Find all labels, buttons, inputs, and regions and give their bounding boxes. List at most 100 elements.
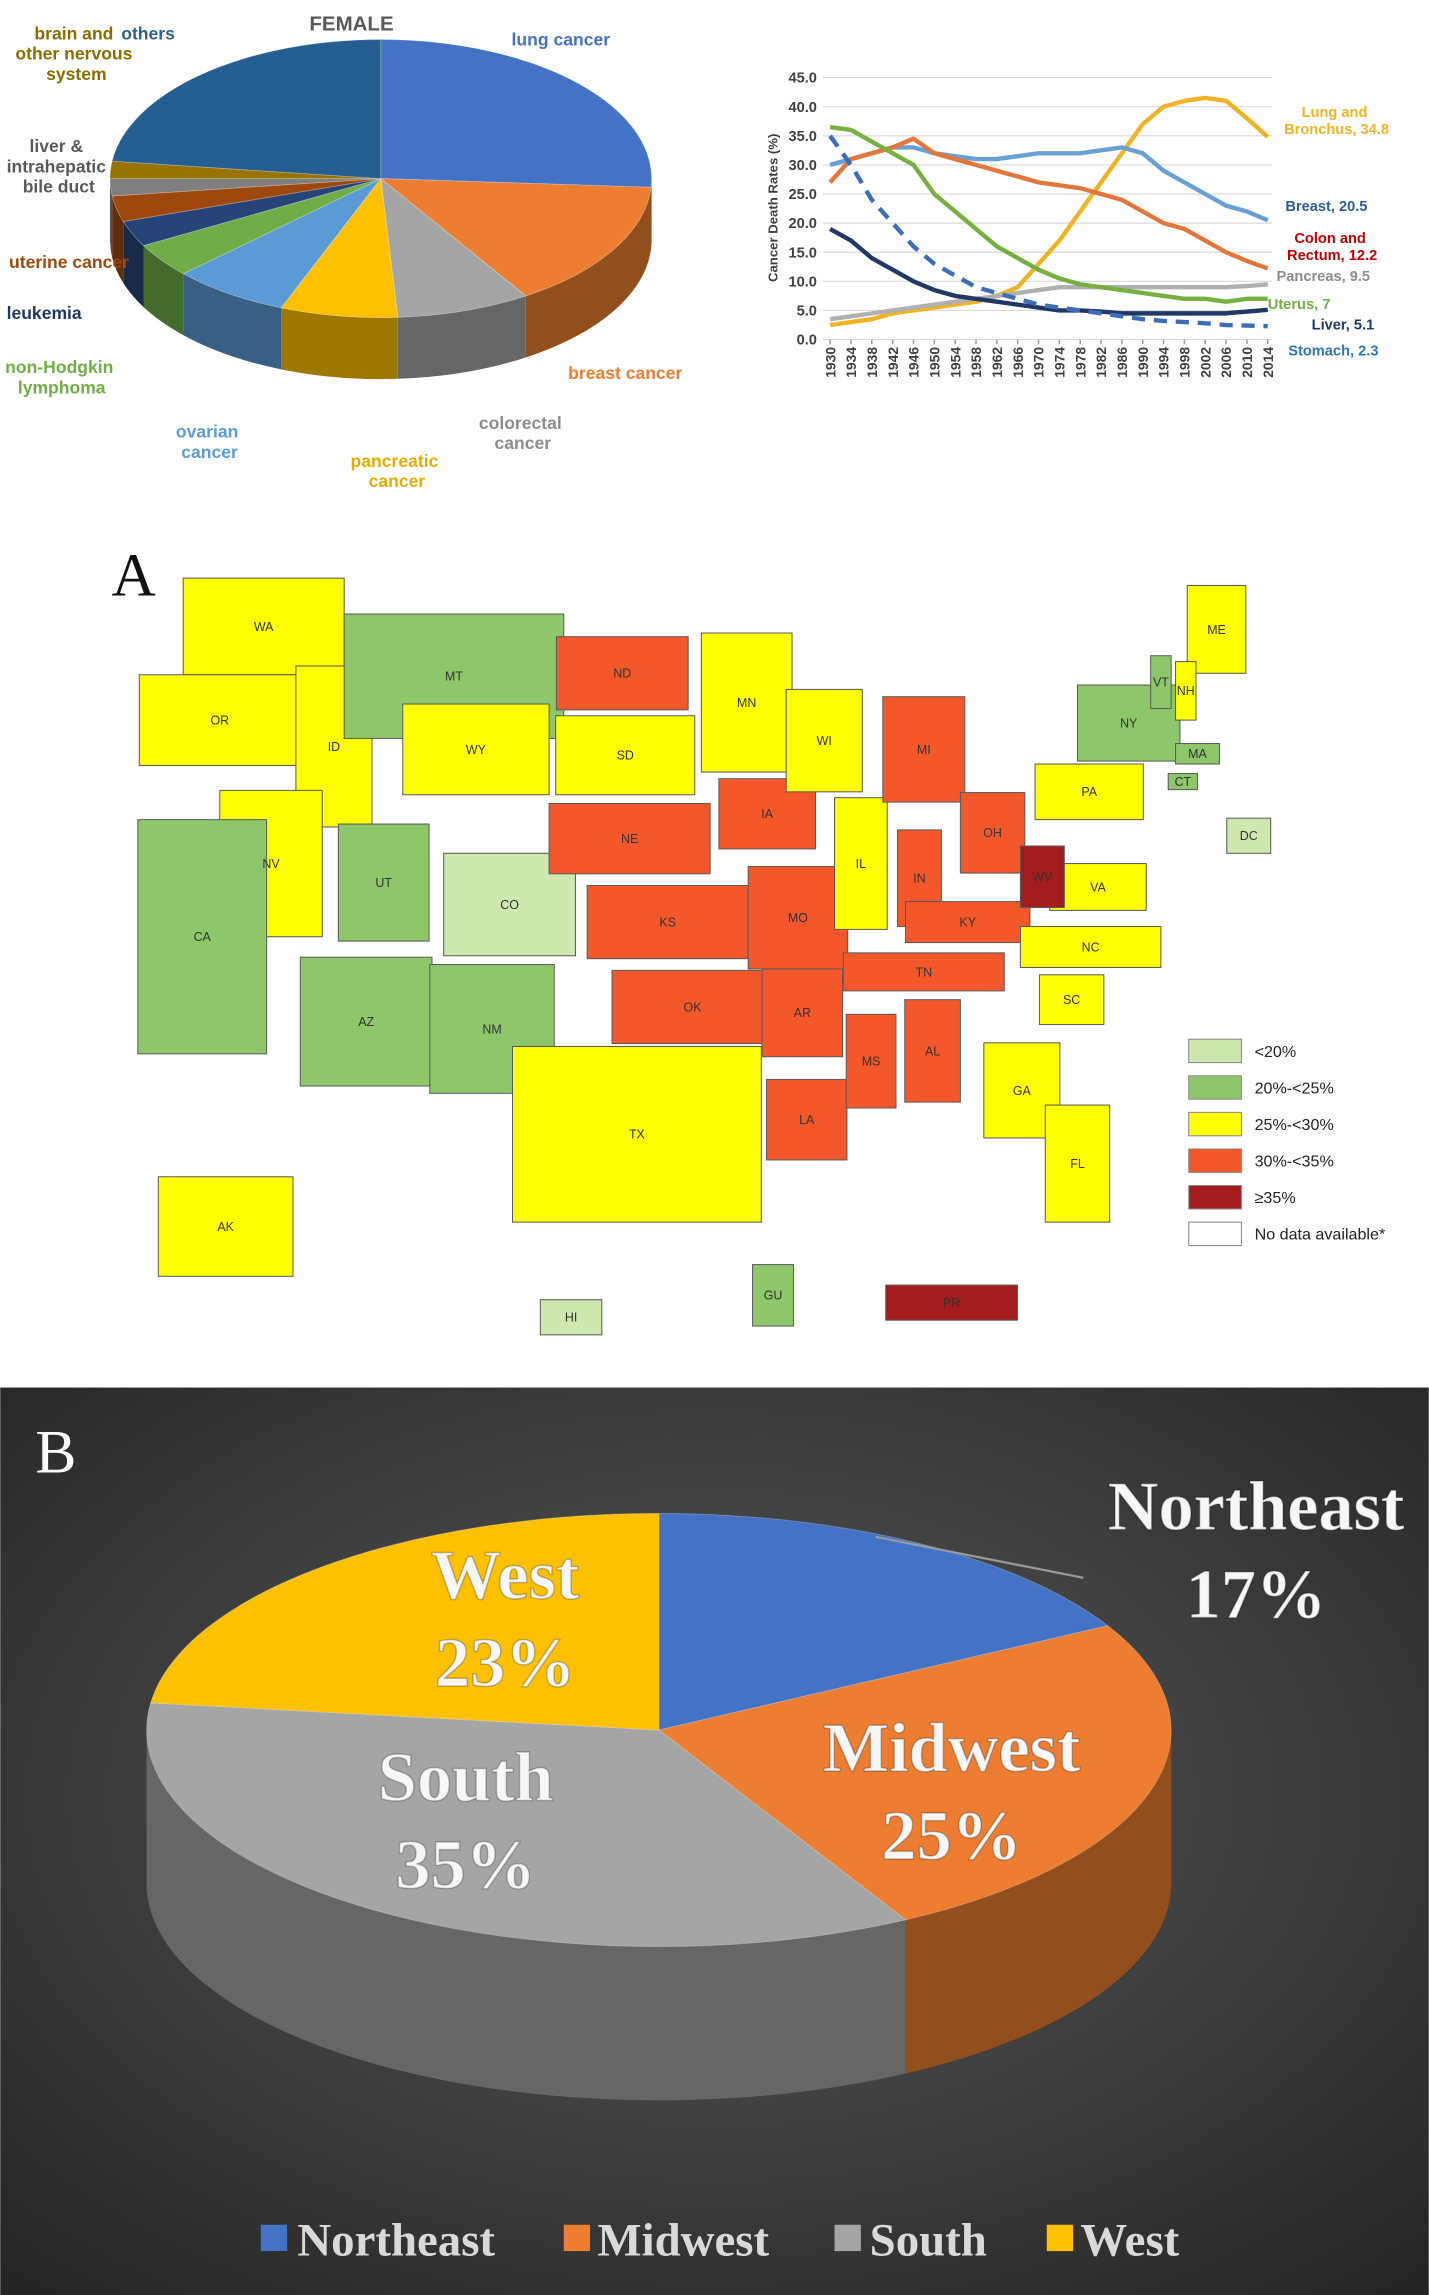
- slice: [380, 39, 652, 188]
- legend-swatch: [260, 2224, 288, 2252]
- region: [1167, 773, 1199, 791]
- x-tick-label: 1974: [1051, 347, 1067, 378]
- series-label: Uterus, 7: [1268, 297, 1331, 313]
- region-label: WA: [254, 620, 274, 634]
- x-tick-label: 1938: [864, 347, 880, 378]
- y-tick-label: 35.0: [788, 129, 816, 145]
- region-label: KS: [659, 915, 676, 929]
- region-label: NH: [1177, 684, 1195, 698]
- slice-value-label: 25%: [881, 1797, 1022, 1875]
- x-tick-label: 2010: [1239, 347, 1255, 378]
- region: [834, 797, 888, 930]
- x-tick-label: 1946: [906, 347, 922, 378]
- slice: [658, 1512, 1109, 1731]
- slice: [111, 39, 382, 180]
- series-line: [829, 282, 1268, 322]
- region-label: ID: [328, 740, 340, 754]
- region-label: WV: [1032, 870, 1053, 884]
- slice: [150, 1512, 660, 1731]
- region-label: SC: [1063, 993, 1080, 1007]
- x-tick-label: 1994: [1156, 347, 1172, 378]
- legend-label: 30%-<35%: [1255, 1153, 1334, 1171]
- slice-side: [525, 187, 652, 358]
- slice-label: ovarian cancer: [176, 422, 243, 462]
- slice-side: [183, 273, 282, 370]
- region: [512, 1045, 762, 1223]
- region: [137, 819, 268, 1055]
- x-tick-label: 1970: [1031, 347, 1047, 378]
- region-label: MT: [445, 670, 463, 684]
- series-label: Lung and Bronchus, 34.8: [1284, 105, 1389, 138]
- slice-label: pancreatic cancer: [351, 451, 444, 491]
- legend-swatch: [1046, 2224, 1074, 2252]
- region-label: CA: [194, 930, 212, 944]
- slice-value-label: 23%: [435, 1624, 576, 1702]
- region-label: NE: [621, 832, 638, 846]
- region-label: UT: [375, 876, 392, 890]
- x-tick-label: 1978: [1072, 347, 1088, 378]
- region-label: AR: [794, 1006, 811, 1020]
- y-tick-label: 10.0: [788, 274, 816, 290]
- slice-label: liver & intrahepatic bile duct: [7, 136, 111, 196]
- x-tick-label: 1966: [1010, 347, 1026, 378]
- region-label: MI: [917, 743, 931, 757]
- slice-label: leukemia: [7, 303, 82, 323]
- slice: [657, 1625, 1172, 1921]
- region-label: TN: [916, 965, 933, 979]
- region-label: MS: [862, 1055, 881, 1069]
- x-tick-label: 1934: [843, 347, 859, 378]
- slice-label: colorectal cancer: [479, 413, 567, 453]
- slice: [280, 177, 399, 319]
- x-tick-label: 1998: [1177, 347, 1193, 378]
- region: [1175, 661, 1197, 721]
- slice-value-label: 17%: [1186, 1555, 1327, 1633]
- region: [1175, 743, 1220, 765]
- slice-side: [146, 1730, 906, 2101]
- region-label: FL: [1070, 1157, 1085, 1171]
- region: [904, 999, 961, 1103]
- region: [337, 823, 430, 942]
- slice: [109, 178, 381, 197]
- region-label: AK: [217, 1220, 234, 1234]
- legend-swatch: [1188, 1148, 1242, 1173]
- legend-swatch: [1188, 1075, 1242, 1100]
- region-label: AL: [925, 1044, 940, 1058]
- region: [765, 1078, 848, 1161]
- x-tick-label: 1982: [1093, 347, 1109, 378]
- legend-label: 25%-<30%: [1255, 1116, 1334, 1134]
- region-label: CO: [500, 898, 519, 912]
- region: [138, 674, 301, 767]
- region-label: WY: [466, 743, 487, 757]
- y-tick-label: 25.0: [788, 187, 816, 203]
- region: [842, 952, 1005, 992]
- region: [1226, 817, 1272, 854]
- x-tick-label: 1962: [989, 347, 1005, 378]
- region: [1186, 584, 1247, 674]
- slice-label: uterine cancer: [9, 252, 129, 272]
- series-label: Stomach, 2.3: [1288, 344, 1378, 360]
- y-tick-label: 45.0: [788, 71, 816, 87]
- x-tick-label: 2002: [1197, 347, 1213, 378]
- series-label: Liver, 5.1: [1312, 317, 1375, 333]
- region-label: GA: [1013, 1084, 1032, 1098]
- legend-label: South: [870, 2214, 987, 2266]
- legend-label: No data available*: [1255, 1226, 1386, 1244]
- y-tick-label: 20.0: [788, 216, 816, 232]
- y-tick-label: 40.0: [788, 100, 816, 116]
- region: [611, 969, 774, 1045]
- region: [752, 1264, 795, 1327]
- region: [555, 715, 696, 796]
- region: [904, 901, 1031, 944]
- region-label: ND: [613, 667, 631, 681]
- series-line: [828, 134, 1268, 329]
- y-axis-label: Cancer Death Rates (%): [765, 134, 780, 282]
- x-tick-label: 2006: [1218, 347, 1234, 378]
- y-tick-label: 15.0: [788, 245, 816, 261]
- region: [761, 968, 844, 1058]
- series-label: Breast, 20.5: [1285, 199, 1367, 215]
- slice-label: breast cancer: [568, 363, 682, 383]
- region: [882, 696, 966, 803]
- y-tick-label: 0.0: [797, 333, 817, 349]
- slice: [111, 178, 381, 223]
- region-label: CT: [1175, 775, 1192, 789]
